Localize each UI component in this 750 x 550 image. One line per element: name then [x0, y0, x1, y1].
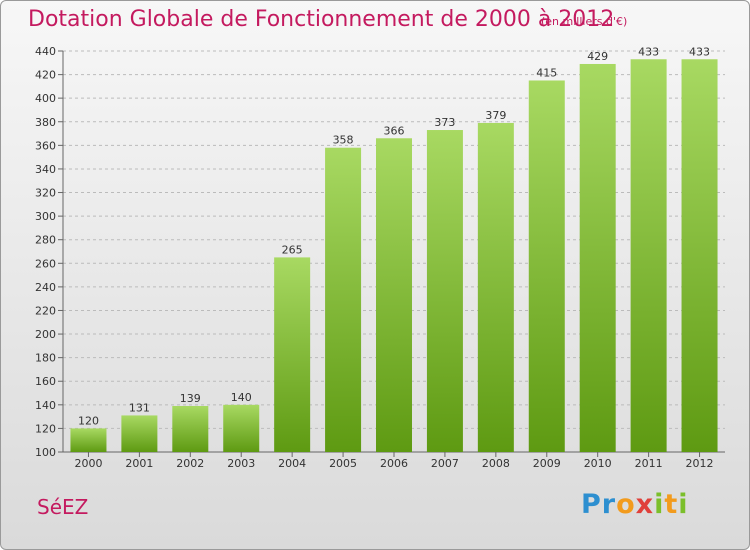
bar-2010: [579, 63, 616, 452]
bar-2011: [630, 59, 667, 452]
chart-subtitle: (en milliers d'€): [541, 15, 628, 28]
y-tick-label: 260: [35, 257, 56, 270]
bar-2007: [426, 130, 463, 453]
x-tick-label: 2000: [74, 457, 102, 470]
y-tick-label: 180: [35, 352, 56, 365]
data-label: 358: [333, 134, 354, 147]
data-label: 265: [282, 243, 303, 256]
axis-layer: 100 120 140 160 180 200 220 240 260 280 300 320 340 3…: [35, 45, 725, 459]
y-tick-label: 140: [35, 399, 56, 412]
x-tick-label: 2012: [686, 457, 714, 470]
x-tick-label: 2001: [125, 457, 153, 470]
y-tick-label: 280: [35, 234, 56, 247]
x-tick-label: 2002: [176, 457, 204, 470]
y-tick-label: 240: [35, 281, 56, 294]
bar-2001: [121, 415, 158, 452]
data-label: 139: [180, 392, 201, 405]
data-label: 415: [536, 66, 557, 79]
bar-2004: [274, 257, 311, 452]
data-label: 429: [587, 50, 608, 63]
y-tick-label: 100: [35, 446, 56, 459]
bar-2005: [325, 147, 362, 452]
y-tick-label: 160: [35, 375, 56, 388]
bar-2006: [376, 138, 412, 452]
y-tick-label: 420: [35, 69, 56, 82]
y-tick-label: 200: [35, 328, 56, 341]
proxiti-logo: Proxiti: [581, 489, 689, 520]
y-tick-label: 340: [35, 163, 56, 176]
label-layer: 2000 120 2001 131 2002 139 2003 140 2004 265 2005 3…: [74, 45, 713, 470]
x-tick-label: 2003: [227, 457, 255, 470]
bar-layer: [70, 59, 718, 453]
x-tick-label: 2006: [380, 457, 408, 470]
data-label: 366: [384, 124, 405, 137]
bar-2002: [172, 406, 209, 452]
y-tick-label: 120: [35, 422, 56, 435]
y-tick-label: 320: [35, 187, 56, 200]
y-tick-label: 360: [35, 139, 56, 152]
bar-2012: [681, 59, 718, 452]
data-label: 373: [434, 116, 455, 129]
x-tick-label: 2009: [533, 457, 561, 470]
commune-name: SéEZ: [37, 495, 89, 519]
x-tick-label: 2011: [635, 457, 663, 470]
x-tick-label: 2010: [584, 457, 612, 470]
y-tick-label: 400: [35, 92, 56, 105]
y-tick-label: 380: [35, 116, 56, 129]
chart-title: Dotation Globale de Fonctionnement de 20…: [28, 7, 615, 32]
data-label: 433: [689, 45, 710, 58]
data-label: 433: [638, 45, 659, 58]
bar-2000: [70, 428, 107, 452]
y-tick-label: 300: [35, 210, 56, 223]
y-tick-label: 220: [35, 304, 56, 317]
x-tick-label: 2004: [278, 457, 306, 470]
bar-2009: [528, 80, 565, 452]
bar-2008: [477, 122, 514, 452]
data-label: 131: [129, 401, 150, 414]
data-label: 140: [231, 391, 252, 404]
y-tick-label: 440: [35, 45, 56, 58]
x-tick-label: 2007: [431, 457, 459, 470]
data-label: 379: [485, 109, 506, 122]
x-tick-label: 2008: [482, 457, 510, 470]
data-label: 120: [78, 414, 99, 427]
x-tick-label: 2005: [329, 457, 357, 470]
bar-2003: [223, 404, 260, 452]
